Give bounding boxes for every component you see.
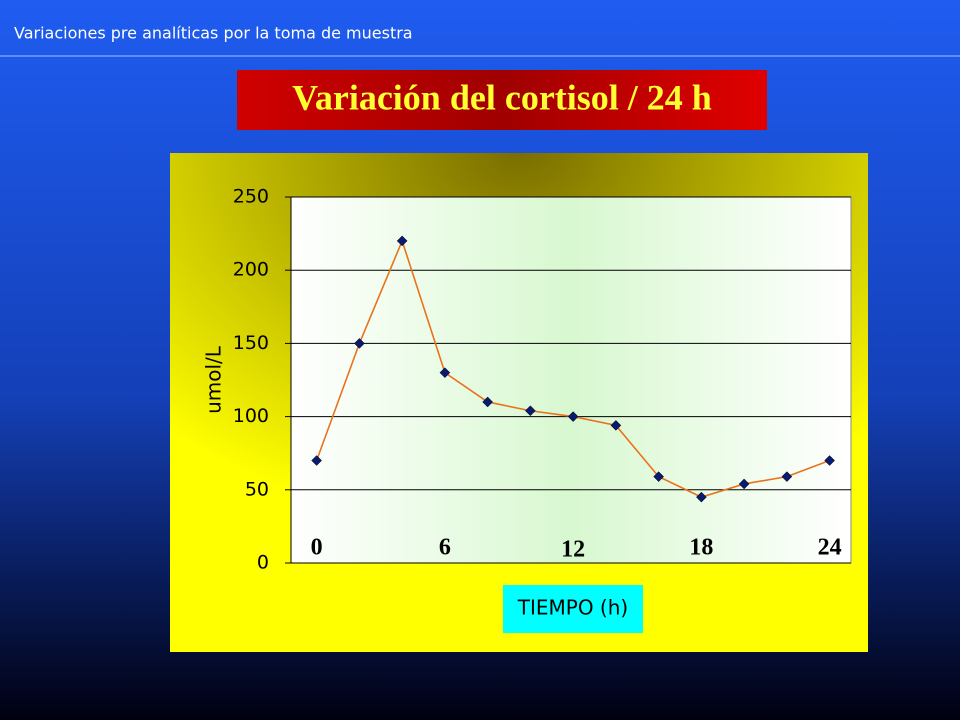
y-tick-label: 50 <box>245 478 269 500</box>
x-tick-label: 6 <box>439 535 451 561</box>
y-tick-label: 200 <box>233 259 269 281</box>
y-tick-label: 0 <box>257 552 269 574</box>
data-point <box>354 338 365 349</box>
y-tick-label: 150 <box>233 332 269 354</box>
y-tick-label: 100 <box>233 405 269 427</box>
data-point <box>439 367 451 379</box>
data-point <box>396 235 408 247</box>
data-point <box>482 396 493 408</box>
data-point <box>653 471 664 482</box>
x-axis-label: TIEMPO (h) <box>517 596 628 620</box>
data-point <box>738 478 750 490</box>
title-box <box>237 70 767 130</box>
plot-area <box>290 196 852 564</box>
data-point <box>824 455 835 466</box>
data-point <box>525 405 536 417</box>
data-point <box>610 420 622 431</box>
chart-title: Variación del cortisol / 24 h <box>292 77 712 117</box>
x-tick-label: 12 <box>561 537 585 563</box>
data-point <box>696 491 707 503</box>
y-axis-label: umol/L <box>202 345 226 414</box>
data-point <box>567 411 579 422</box>
data-point <box>781 471 793 482</box>
x-tick-label: 24 <box>818 535 842 561</box>
x-tick-label: 18 <box>689 535 713 561</box>
x-tick-label: 0 <box>311 535 323 561</box>
x-label-box <box>503 585 643 633</box>
data-point <box>311 455 323 466</box>
header: Variaciones pre analíticas por la toma d… <box>14 24 413 43</box>
y-tick-label: 250 <box>233 186 269 208</box>
